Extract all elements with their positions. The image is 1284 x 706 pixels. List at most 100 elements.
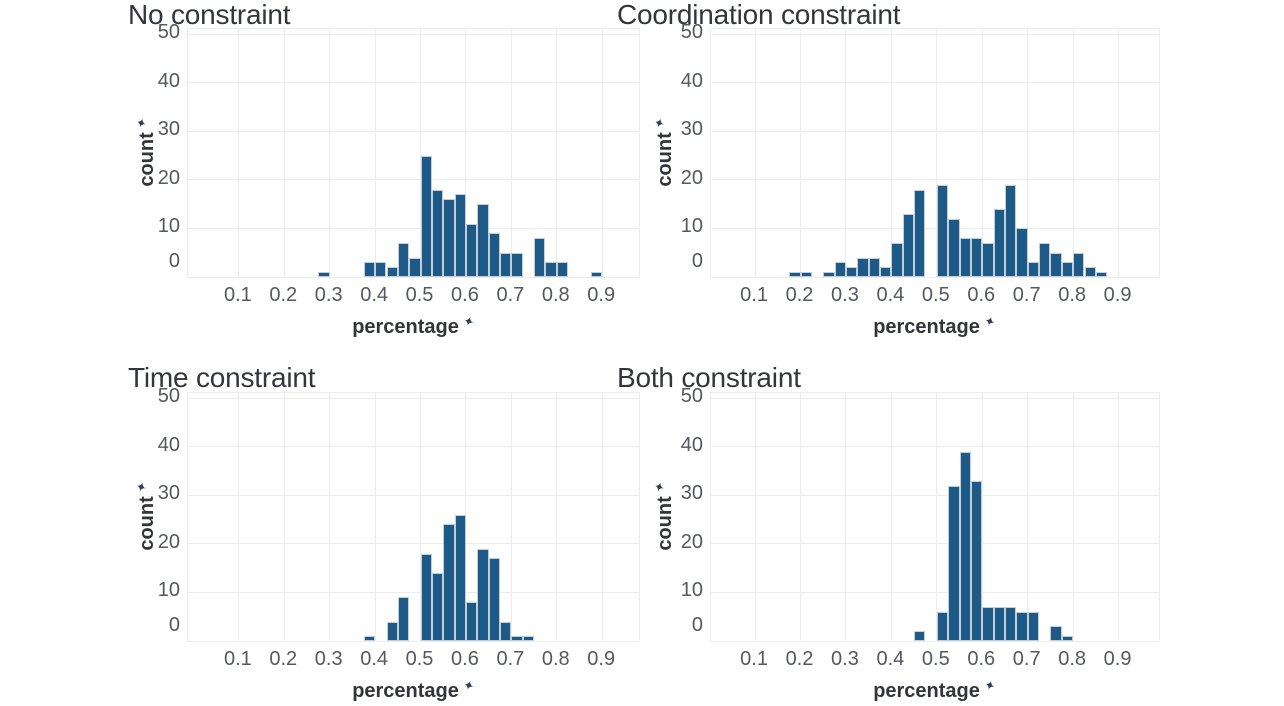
histogram-bar[interactable] xyxy=(409,258,421,277)
histogram-bar[interactable] xyxy=(982,243,994,277)
histogram-bar[interactable] xyxy=(500,253,512,277)
histogram-bar[interactable] xyxy=(891,243,903,277)
y-tick-label: 30 xyxy=(157,482,180,505)
histogram-bar[interactable] xyxy=(993,209,1005,277)
histogram-bar[interactable] xyxy=(1050,253,1062,277)
histogram-bar[interactable] xyxy=(1005,185,1017,277)
plot-area xyxy=(710,392,1160,642)
x-axis-label-text: percentage xyxy=(873,680,980,702)
gridline-x xyxy=(981,29,983,277)
histogram-bar[interactable] xyxy=(982,607,994,641)
histogram-bar[interactable] xyxy=(1027,612,1040,641)
histogram-bar[interactable] xyxy=(477,549,489,641)
histogram-bar[interactable] xyxy=(1095,272,1108,277)
x-tick-label: 0.3 xyxy=(314,284,343,306)
histogram-bar[interactable] xyxy=(1005,607,1017,641)
gridline-x xyxy=(890,29,892,277)
histogram-bar[interactable] xyxy=(511,253,523,277)
gridline-x xyxy=(420,393,422,641)
chart-title: Time constraint xyxy=(128,362,316,393)
gridline-x xyxy=(329,393,331,641)
plot-area xyxy=(187,392,640,642)
histogram-bar[interactable] xyxy=(488,558,501,641)
histogram-bar[interactable] xyxy=(431,190,444,277)
histogram-bar[interactable] xyxy=(1050,626,1062,641)
histogram-bar[interactable] xyxy=(789,272,801,277)
chart-title: No constraint xyxy=(128,0,291,30)
x-tick-label: 0.9 xyxy=(1103,284,1132,306)
histogram-bar[interactable] xyxy=(1039,243,1051,277)
gridline-y xyxy=(188,33,639,35)
y-tick-label: 20 xyxy=(680,530,703,553)
histogram-bar[interactable] xyxy=(590,272,603,277)
histogram-bar[interactable] xyxy=(420,156,432,277)
histogram-bar[interactable] xyxy=(948,219,960,277)
histogram-bar[interactable] xyxy=(511,636,523,641)
histogram-bar[interactable] xyxy=(375,262,387,277)
histogram-bar[interactable] xyxy=(1016,228,1028,277)
gridline-y xyxy=(188,130,639,132)
histogram-bar[interactable] xyxy=(970,238,983,277)
histogram-bar[interactable] xyxy=(1027,262,1040,277)
histogram-bar[interactable] xyxy=(397,597,410,641)
histogram-bar[interactable] xyxy=(386,622,398,641)
histogram-bar[interactable] xyxy=(948,486,960,641)
histogram-bar[interactable] xyxy=(363,636,376,641)
histogram-bar[interactable] xyxy=(386,267,398,277)
histogram-bar[interactable] xyxy=(1084,267,1096,277)
histogram-bar[interactable] xyxy=(443,199,455,277)
histogram-bar[interactable] xyxy=(454,515,466,641)
y-tick-label: 30 xyxy=(157,118,180,141)
x-tick-label: 0.4 xyxy=(876,648,905,670)
histogram-bar[interactable] xyxy=(834,262,846,277)
y-tick-label: 10 xyxy=(157,579,180,602)
histogram-bar[interactable] xyxy=(466,602,478,641)
histogram-bar[interactable] xyxy=(936,185,949,277)
star-icon: ✦ xyxy=(461,312,477,331)
histogram-bar[interactable] xyxy=(868,258,881,277)
histogram-bar[interactable] xyxy=(420,554,432,641)
histogram-bar[interactable] xyxy=(970,481,983,641)
histogram-bar[interactable] xyxy=(318,272,330,277)
histogram-bar[interactable] xyxy=(880,267,892,277)
histogram-bar[interactable] xyxy=(857,258,869,277)
histogram-bar[interactable] xyxy=(936,612,949,641)
histogram-bar[interactable] xyxy=(914,631,926,641)
histogram-bar[interactable] xyxy=(959,238,971,277)
histogram-bar[interactable] xyxy=(488,233,501,277)
histogram-bar[interactable] xyxy=(556,262,569,277)
histogram-bar[interactable] xyxy=(466,224,478,277)
gridline-y xyxy=(188,591,639,593)
histogram-bar[interactable] xyxy=(1061,636,1074,641)
x-axis-label: percentage ✦ xyxy=(352,313,476,341)
histogram-bar[interactable] xyxy=(363,262,376,277)
histogram-bar[interactable] xyxy=(454,194,466,277)
x-tick-label: 0.1 xyxy=(740,284,768,306)
gridline-x xyxy=(800,29,801,277)
histogram-bar[interactable] xyxy=(534,238,546,277)
chart-title: Both constraint xyxy=(617,362,801,393)
histogram-bar[interactable] xyxy=(1073,253,1085,277)
x-tick-label: 0.4 xyxy=(876,284,905,306)
histogram-bar[interactable] xyxy=(902,214,915,277)
histogram-bar[interactable] xyxy=(1061,262,1074,277)
histogram-bar[interactable] xyxy=(443,524,455,641)
histogram-bar[interactable] xyxy=(800,272,812,277)
histogram-bar[interactable] xyxy=(397,243,410,277)
histogram-bar[interactable] xyxy=(545,262,557,277)
histogram-bar[interactable] xyxy=(1016,612,1028,641)
histogram-bar[interactable] xyxy=(500,622,512,641)
histogram-bar[interactable] xyxy=(914,190,926,277)
histogram-bar[interactable] xyxy=(477,204,489,277)
histogram-bar[interactable] xyxy=(823,272,835,277)
histogram-bar[interactable] xyxy=(959,452,971,641)
histogram-bar[interactable] xyxy=(845,267,858,277)
gridline-x xyxy=(1027,29,1029,277)
y-tick-label: 50 xyxy=(680,21,703,44)
histogram-bar[interactable] xyxy=(522,636,535,641)
histogram-bar[interactable] xyxy=(431,573,444,641)
histogram-bar[interactable] xyxy=(993,607,1005,641)
